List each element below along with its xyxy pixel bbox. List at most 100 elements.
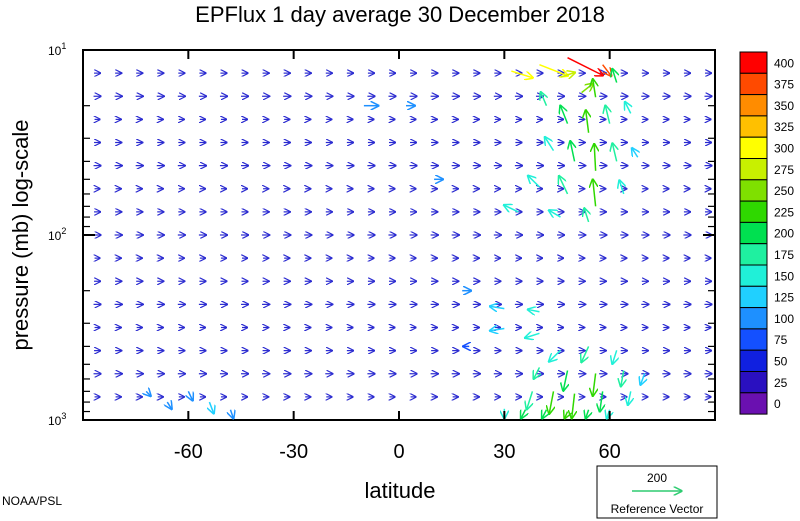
x-axis-title: latitude <box>365 478 436 503</box>
colorbar-label: 0 <box>774 397 781 411</box>
flux-vector <box>565 412 568 418</box>
flux-vector <box>511 70 532 78</box>
y-tick-label: 102 <box>48 226 66 243</box>
colorbar-label: 75 <box>774 333 788 347</box>
colorbar-cell <box>739 285 768 309</box>
x-tick-label: -30 <box>279 441 308 463</box>
x-tick-label: 60 <box>599 441 621 463</box>
colorbar-label: 350 <box>774 99 794 113</box>
colorbar-label: 125 <box>774 291 794 305</box>
colorbar-label: 250 <box>774 184 794 198</box>
flux-vector <box>632 148 638 158</box>
flux-vector <box>586 111 589 133</box>
colorbar-label: 400 <box>774 56 794 70</box>
flux-vector <box>612 350 616 363</box>
flux-vector <box>534 367 540 378</box>
flux-vector <box>584 209 588 223</box>
flux-vector <box>545 137 555 152</box>
flux-vector <box>528 310 540 312</box>
colorbar-cell <box>739 72 768 96</box>
colorbar-label: 100 <box>774 312 794 326</box>
flux-vector <box>621 370 624 385</box>
flux-vector <box>560 73 575 77</box>
flux-vector <box>567 56 603 76</box>
flux-vector <box>628 391 631 404</box>
vector-field <box>93 56 712 418</box>
flux-vector <box>525 333 540 337</box>
colorbar-cell <box>739 158 768 181</box>
y-axis-title: pressure (mb) log-scale <box>8 119 33 350</box>
y-tick-labels: 101 102 103 <box>48 41 66 428</box>
flux-vector <box>602 64 611 76</box>
x-tick-label: -60 <box>174 441 203 463</box>
colorbar-cell <box>739 136 768 159</box>
flux-vector <box>593 80 596 98</box>
flux-vector <box>561 106 569 124</box>
colorbar-cell <box>739 115 768 138</box>
colorbar-cell <box>739 328 768 351</box>
flux-vector <box>490 328 505 330</box>
flux-vector <box>549 210 561 217</box>
plot-area <box>82 49 716 421</box>
colorbar-label: 300 <box>774 142 794 156</box>
flux-vector <box>572 393 575 418</box>
colorbar-cell <box>739 371 768 394</box>
flux-vector <box>582 346 590 361</box>
flux-vector <box>230 410 233 418</box>
flux-vector <box>528 176 540 188</box>
flux-vector <box>146 391 150 395</box>
flux-vector <box>209 401 213 413</box>
flux-vector <box>541 92 547 106</box>
y-tick-label: 103 <box>48 411 66 428</box>
flux-vector <box>594 144 595 171</box>
flux-vector <box>593 373 596 395</box>
flux-vector <box>563 370 567 390</box>
x-tick-labels: -60 -30 0 30 60 <box>174 441 621 463</box>
x-tick-label: 30 <box>493 441 515 463</box>
flux-vector <box>549 391 553 413</box>
reference-vector-box: 200 Reference Vector <box>596 465 718 519</box>
axis-ticks <box>83 49 715 420</box>
flux-vector <box>542 410 546 418</box>
colorbar-cell <box>739 349 768 373</box>
colorbar-cell <box>739 51 768 74</box>
flux-vector <box>612 69 616 83</box>
flux-vector <box>593 180 596 207</box>
flux-vector <box>549 349 562 361</box>
flux-vector <box>641 373 645 384</box>
colorbar-cell <box>739 94 768 117</box>
colorbar-label: 375 <box>774 78 794 92</box>
flux-vector <box>559 176 569 195</box>
colorbar: 4003753503253002752502252001751501251007… <box>739 51 794 415</box>
flux-vector <box>612 144 616 162</box>
colorbar-label: 150 <box>774 269 794 283</box>
flux-vector <box>625 102 631 114</box>
colorbar-label: 25 <box>774 376 788 390</box>
x-tick-label: 0 <box>393 441 404 463</box>
flux-vector <box>167 402 171 409</box>
colorbar-label: 175 <box>774 248 794 262</box>
colorbar-cell <box>739 307 768 330</box>
flux-vector <box>504 205 519 213</box>
colorbar-label: 50 <box>774 355 788 369</box>
y-tick-label: 101 <box>48 41 66 58</box>
flux-vector <box>521 410 525 418</box>
colorbar-cell <box>739 221 768 245</box>
chart-title: EPFlux 1 day average 30 December 2018 <box>195 2 605 27</box>
colorbar-cell <box>739 200 768 223</box>
colorbar-cell <box>739 392 768 415</box>
reference-vector-label: Reference Vector <box>611 502 704 516</box>
colorbar-label: 225 <box>774 205 794 219</box>
flux-vector <box>539 63 567 76</box>
flux-vector <box>620 181 624 195</box>
flux-vector <box>490 306 505 308</box>
colorbar-cell <box>739 264 768 287</box>
reference-vector-value: 200 <box>647 471 667 485</box>
flux-vector <box>188 391 192 400</box>
credit-label: NOAA/PSL <box>2 494 62 508</box>
colorbar-label: 325 <box>774 120 794 134</box>
flux-vector <box>570 142 574 162</box>
colorbar-label: 200 <box>774 227 794 241</box>
flux-vector <box>586 410 589 418</box>
